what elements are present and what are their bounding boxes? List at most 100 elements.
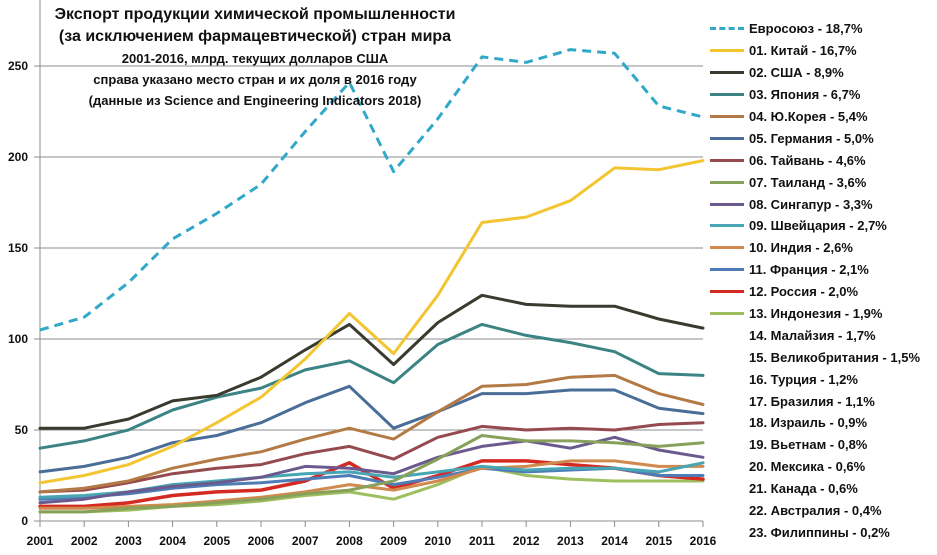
legend-swatch [710,400,744,403]
legend-item: 17. Бразилия - 1,1% [710,390,937,412]
x-tick-label: 2014 [601,534,628,548]
legend-item: 02. США - 8,9% [710,62,937,84]
legend-item: 03. Япония - 6,7% [710,84,937,106]
legend-item: 09. Швейцария - 2,7% [710,215,937,237]
x-tick-label: 2012 [513,534,540,548]
legend-item: 19. Вьетнам - 0,8% [710,434,937,456]
chart-subtitle-line-1: 2001-2016, млрд. текущих долларов США [121,51,389,66]
x-tick-label: 2016 [690,534,717,548]
legend-label: 22. Австралия - 0,4% [749,503,882,519]
legend-swatch [710,268,744,272]
legend-swatch [710,136,744,140]
legend-swatch [710,356,744,359]
legend-label: 03. Япония - 6,7% [749,87,861,103]
tick-labels: 0 50 100 150 200 250 2001 2002 2003 2004 2005 2006 2… [8,59,717,548]
legend-swatch [710,465,744,468]
legend-item: 13. Индонезия - 1,9% [710,303,937,325]
legend-swatch [710,421,744,424]
legend-swatch [710,378,744,381]
legend-label: 20. Мексика - 0,6% [749,459,866,475]
legend-label: 12. Россия - 2,0% [749,284,859,300]
series-line-5 [38,384,705,474]
legend-item: 22. Австралия - 0,4% [710,500,937,522]
legend-label: 19. Вьетнам - 0,8% [749,437,868,453]
legend-label: 07. Таиланд - 3,6% [749,174,867,190]
legend-item: 23. Филиппины - 0,2% [710,521,937,543]
legend: Евросоюз - 18,7% 01. Китай - 16,7% 02. США… [710,18,937,543]
legend-item: Евросоюз - 18,7% [710,18,937,40]
series-line-0 [39,48,704,332]
series-lines [38,48,705,514]
x-tick-label: 2007 [292,534,319,548]
x-tick-label: 2009 [380,534,407,548]
series-line-6 [38,421,705,494]
x-tick-label: 2004 [159,534,186,548]
series-line-3 [38,322,705,450]
legend-label: 10. Индия - 2,6% [749,240,853,256]
legend-swatch [710,180,744,184]
y-tick-label: 250 [8,59,28,73]
legend-swatch [710,49,744,53]
legend-label: 23. Филиппины - 0,2% [749,524,890,540]
legend-item: 11. Франция - 2,1% [710,259,937,281]
x-tick-label: 2003 [115,534,142,548]
legend-item: 18. Израиль - 0,9% [710,412,937,434]
legend-label: 21. Канада - 0,6% [749,481,858,497]
x-tick-label: 2013 [557,534,584,548]
legend-label: 02. США - 8,9% [749,65,844,81]
series-line-7 [38,434,705,514]
legend-item: 10. Индия - 2,6% [710,237,937,259]
legend-swatch [710,158,744,162]
legend-label: 09. Швейцария - 2,7% [749,218,887,234]
series-line-10 [38,459,705,510]
legend-label: 06. Тайвань - 4,6% [749,152,866,168]
legend-swatch [710,531,744,534]
legend-swatch [710,115,744,118]
x-tick-label: 2010 [424,534,451,548]
legend-item: 06. Тайвань - 4,6% [710,149,937,171]
legend-item: 08. Сингапур - 3,3% [710,193,937,215]
legend-swatch [710,27,744,31]
x-tick-label: 2015 [645,534,672,548]
series-line-4 [38,373,705,494]
legend-label: 04. Ю.Корея - 5,4% [749,109,868,124]
legend-item: 15. Великобритания - 1,5% [710,346,937,368]
x-tick-label: 2005 [203,534,230,548]
x-tick-label: 2006 [248,534,275,548]
legend-label: Евросоюз - 18,7% [749,21,863,37]
legend-item: 20. Мексика - 0,6% [710,456,937,478]
legend-swatch [710,290,744,294]
legend-label: 01. Китай - 16,7% [749,43,857,59]
legend-swatch [710,487,744,490]
y-tick-label: 50 [15,423,29,437]
chart-subtitle-line-2: справа указано место стран и их доля в 2… [93,72,417,87]
legend-label: 08. Сингапур - 3,3% [749,196,873,212]
legend-item: 07. Таиланд - 3,6% [710,171,937,193]
y-tick-label: 200 [8,150,28,164]
axes [34,0,704,527]
legend-label: 13. Индонезия - 1,9% [749,306,883,322]
legend-swatch [710,93,744,97]
legend-label: 17. Бразилия - 1,1% [749,393,875,409]
x-tick-label: 2001 [27,534,54,548]
legend-item: 14. Малайзия - 1,7% [710,324,937,346]
legend-swatch [710,443,744,446]
chart-title-line-1: Экспорт продукции химической промышленно… [54,6,456,23]
y-tick-label: 100 [8,332,28,346]
legend-label: 16. Турция - 1,2% [749,371,858,387]
legend-swatch [710,224,744,228]
chart-title-line-2: (за исключением фармацевтической) стран … [58,28,452,45]
chart-title-block: Экспорт продукции химической промышленно… [40,4,470,111]
x-tick-label: 2002 [71,534,98,548]
x-tick-label: 2008 [336,534,363,548]
legend-label: 15. Великобритания - 1,5% [749,349,920,365]
legend-swatch [710,509,744,512]
legend-item: 01. Китай - 16,7% [710,40,937,62]
legend-label: 18. Израиль - 0,9% [749,415,868,431]
legend-item: 21. Канада - 0,6% [710,478,937,500]
legend-label: 05. Германия - 5,0% [749,130,874,146]
legend-swatch [710,246,744,250]
legend-swatch [710,334,744,337]
legend-item: 05. Германия - 5,0% [710,127,937,149]
